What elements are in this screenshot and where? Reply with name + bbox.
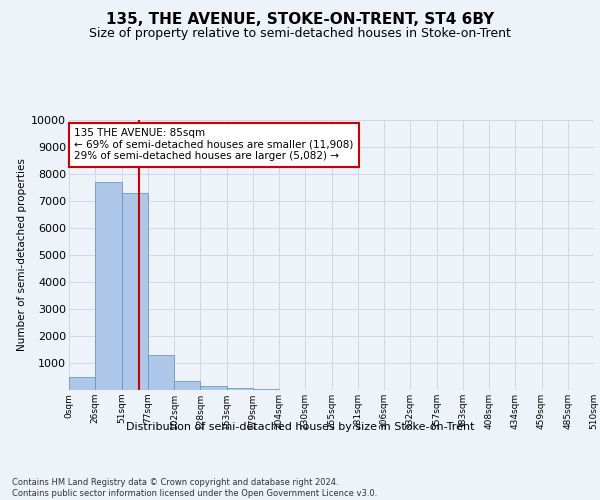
Bar: [69, 376, 95, 390]
Text: Size of property relative to semi-detached houses in Stoke-on-Trent: Size of property relative to semi-detach…: [89, 28, 511, 40]
Bar: [253, 388, 279, 390]
Bar: [95, 182, 121, 390]
Bar: [121, 193, 148, 390]
Text: 135 THE AVENUE: 85sqm
← 69% of semi-detached houses are smaller (11,908)
29% of : 135 THE AVENUE: 85sqm ← 69% of semi-deta…: [74, 128, 353, 162]
Bar: [148, 355, 174, 390]
Bar: [174, 380, 200, 390]
Text: 135, THE AVENUE, STOKE-ON-TRENT, ST4 6BY: 135, THE AVENUE, STOKE-ON-TRENT, ST4 6BY: [106, 12, 494, 28]
Bar: [227, 388, 253, 390]
Y-axis label: Number of semi-detached properties: Number of semi-detached properties: [17, 158, 27, 352]
Text: Distribution of semi-detached houses by size in Stoke-on-Trent: Distribution of semi-detached houses by …: [126, 422, 474, 432]
Bar: [200, 386, 227, 390]
Text: Contains HM Land Registry data © Crown copyright and database right 2024.
Contai: Contains HM Land Registry data © Crown c…: [12, 478, 377, 498]
